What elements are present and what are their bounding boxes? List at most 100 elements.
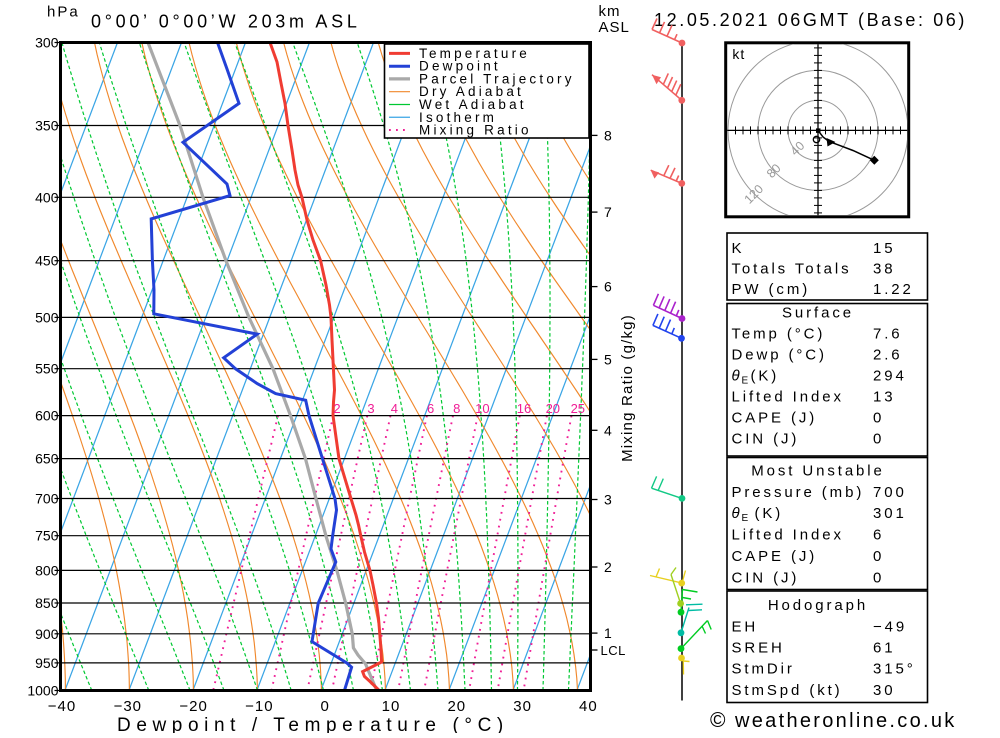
svg-text:0: 0: [321, 698, 330, 715]
svg-text:(K): (K): [751, 368, 780, 385]
svg-text:hPa: hPa: [47, 4, 80, 21]
svg-text:40: 40: [579, 698, 598, 715]
svg-text:12.05.2021 06GMT (Base: 06): 12.05.2021 06GMT (Base: 06): [654, 10, 967, 30]
svg-text:850: 850: [35, 595, 59, 611]
svg-text:ASL: ASL: [599, 19, 630, 36]
svg-text:10: 10: [475, 401, 489, 416]
svg-text:450: 450: [35, 253, 59, 269]
svg-text:Totals Totals: Totals Totals: [732, 261, 852, 278]
svg-text:−40: −40: [48, 698, 76, 715]
svg-text:Most Unstable: Most Unstable: [751, 463, 885, 480]
svg-text:8: 8: [604, 127, 612, 143]
svg-text:2: 2: [333, 401, 340, 416]
svg-text:30: 30: [513, 698, 532, 715]
svg-text:700: 700: [35, 491, 59, 507]
svg-text:950: 950: [35, 655, 59, 671]
svg-text:−10: −10: [245, 698, 273, 715]
svg-text:CIN (J): CIN (J): [732, 570, 800, 587]
svg-text:550: 550: [35, 361, 59, 377]
svg-text:Lifted Index: Lifted Index: [732, 527, 844, 544]
svg-text:weatheronline.co.uk: weatheronline.co.uk: [734, 710, 957, 732]
svg-text:900: 900: [35, 626, 59, 642]
svg-text:350: 350: [35, 118, 59, 134]
svg-text:6: 6: [873, 527, 884, 544]
svg-text:500: 500: [35, 309, 59, 325]
svg-text:15: 15: [873, 240, 896, 257]
svg-text:750: 750: [35, 528, 59, 544]
svg-text:Mixing Ratio: Mixing Ratio: [419, 123, 532, 138]
svg-text:Lifted Index: Lifted Index: [732, 389, 844, 406]
svg-text:Dewpoint: Dewpoint: [419, 59, 501, 74]
svg-text:LCL: LCL: [601, 643, 626, 658]
svg-text:6: 6: [427, 401, 434, 416]
svg-text:20: 20: [447, 698, 466, 715]
svg-text:kt: kt: [732, 46, 745, 62]
svg-text:Isotherm: Isotherm: [419, 110, 497, 125]
svg-text:25: 25: [571, 401, 585, 416]
svg-text:0: 0: [873, 410, 884, 427]
svg-text:30: 30: [873, 682, 896, 699]
svg-text:Wet Adiabat: Wet Adiabat: [419, 97, 527, 112]
svg-text:CIN (J): CIN (J): [732, 431, 800, 448]
svg-text:0: 0: [873, 548, 884, 565]
svg-text:CAPE (J): CAPE (J): [732, 548, 818, 565]
svg-text:10: 10: [382, 698, 401, 715]
svg-text:StmDir: StmDir: [732, 661, 795, 678]
svg-text:θ: θ: [732, 505, 743, 522]
svg-text:3: 3: [367, 401, 374, 416]
svg-text:700: 700: [873, 484, 907, 501]
svg-text:−20: −20: [179, 698, 207, 715]
svg-text:−49: −49: [873, 619, 907, 636]
svg-text:E: E: [742, 376, 752, 387]
svg-text:800: 800: [35, 562, 59, 578]
svg-text:13: 13: [873, 389, 896, 406]
svg-text:Dewp (°C): Dewp (°C): [732, 347, 827, 364]
svg-text:(K): (K): [755, 505, 784, 522]
svg-text:0: 0: [873, 431, 884, 448]
svg-text:Temperature: Temperature: [419, 46, 530, 61]
svg-text:7: 7: [604, 204, 612, 220]
svg-text:650: 650: [35, 451, 59, 467]
svg-text:301: 301: [873, 505, 907, 522]
svg-text:0°00’ 0°00’W 203m ASL: 0°00’ 0°00’W 203m ASL: [91, 12, 361, 32]
svg-text:4: 4: [604, 422, 612, 438]
svg-text:Mixing Ratio (g/kg): Mixing Ratio (g/kg): [619, 314, 636, 462]
svg-text:7.6: 7.6: [873, 326, 903, 343]
svg-text:8: 8: [453, 401, 460, 416]
svg-text:0: 0: [873, 570, 884, 587]
svg-text:294: 294: [873, 368, 907, 385]
svg-text:4: 4: [391, 401, 398, 416]
svg-text:Temp (°C): Temp (°C): [732, 326, 826, 343]
svg-text:38: 38: [873, 261, 896, 278]
svg-text:StmSpd (kt): StmSpd (kt): [732, 682, 843, 699]
svg-text:20: 20: [546, 401, 560, 416]
svg-text:61: 61: [873, 640, 896, 657]
svg-text:−30: −30: [114, 698, 142, 715]
svg-text:Surface: Surface: [782, 305, 854, 322]
svg-text:2.6: 2.6: [873, 347, 903, 364]
svg-text:6: 6: [604, 279, 612, 295]
svg-text:CAPE (J): CAPE (J): [732, 410, 818, 427]
svg-text:PW (cm): PW (cm): [732, 281, 811, 298]
svg-text:600: 600: [35, 408, 59, 424]
svg-text:16: 16: [517, 401, 531, 416]
svg-text:E: E: [742, 513, 752, 524]
svg-text:Parcel Trajectory: Parcel Trajectory: [419, 71, 575, 86]
svg-text:SREH: SREH: [732, 640, 785, 657]
svg-text:Dewpoint / Temperature (°C): Dewpoint / Temperature (°C): [117, 715, 509, 733]
svg-text:K: K: [732, 240, 745, 257]
svg-text:1: 1: [604, 625, 612, 641]
svg-text:km: km: [599, 3, 621, 20]
svg-text:EH: EH: [732, 619, 759, 636]
svg-text:300: 300: [35, 35, 59, 51]
svg-text:Dry Adiabat: Dry Adiabat: [419, 84, 524, 99]
svg-text:315°: 315°: [873, 661, 916, 678]
svg-text:5: 5: [604, 352, 612, 368]
svg-text:1000: 1000: [27, 683, 58, 699]
svg-text:400: 400: [35, 189, 59, 205]
svg-text:2: 2: [604, 559, 612, 575]
svg-text:θ: θ: [732, 368, 743, 385]
svg-text:Hodograph: Hodograph: [768, 597, 868, 614]
svg-text:Pressure (mb): Pressure (mb): [732, 484, 865, 501]
svg-text:3: 3: [604, 492, 612, 508]
